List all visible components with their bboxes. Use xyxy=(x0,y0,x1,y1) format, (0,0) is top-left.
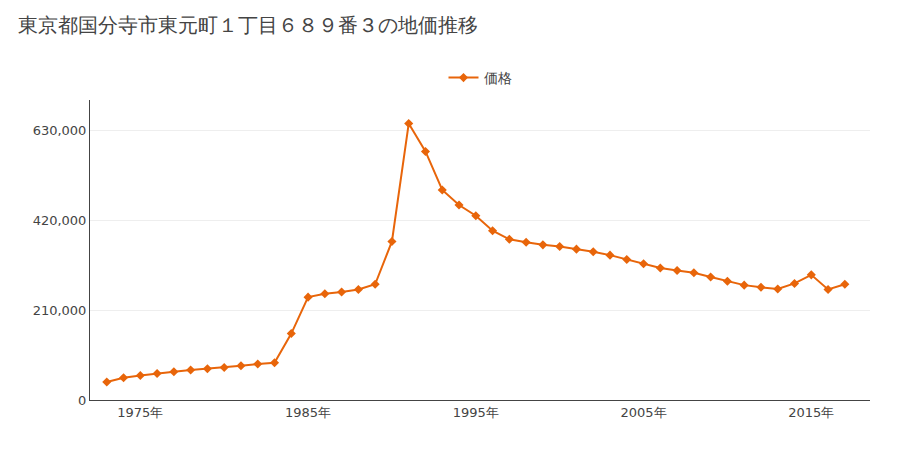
svg-text:1975年: 1975年 xyxy=(117,405,163,420)
svg-text:1985年: 1985年 xyxy=(285,405,331,420)
svg-text:0: 0 xyxy=(78,393,86,408)
svg-text:210,000: 210,000 xyxy=(33,303,87,318)
svg-text:630,000: 630,000 xyxy=(33,123,87,138)
svg-text:価格: 価格 xyxy=(484,70,512,86)
svg-text:1995年: 1995年 xyxy=(453,405,499,420)
svg-text:2005年: 2005年 xyxy=(621,405,667,420)
svg-text:東京都国分寺市東元町１丁目６８９番３の地価推移: 東京都国分寺市東元町１丁目６８９番３の地価推移 xyxy=(18,13,478,37)
svg-text:420,000: 420,000 xyxy=(33,213,87,228)
svg-text:2015年: 2015年 xyxy=(788,405,834,420)
